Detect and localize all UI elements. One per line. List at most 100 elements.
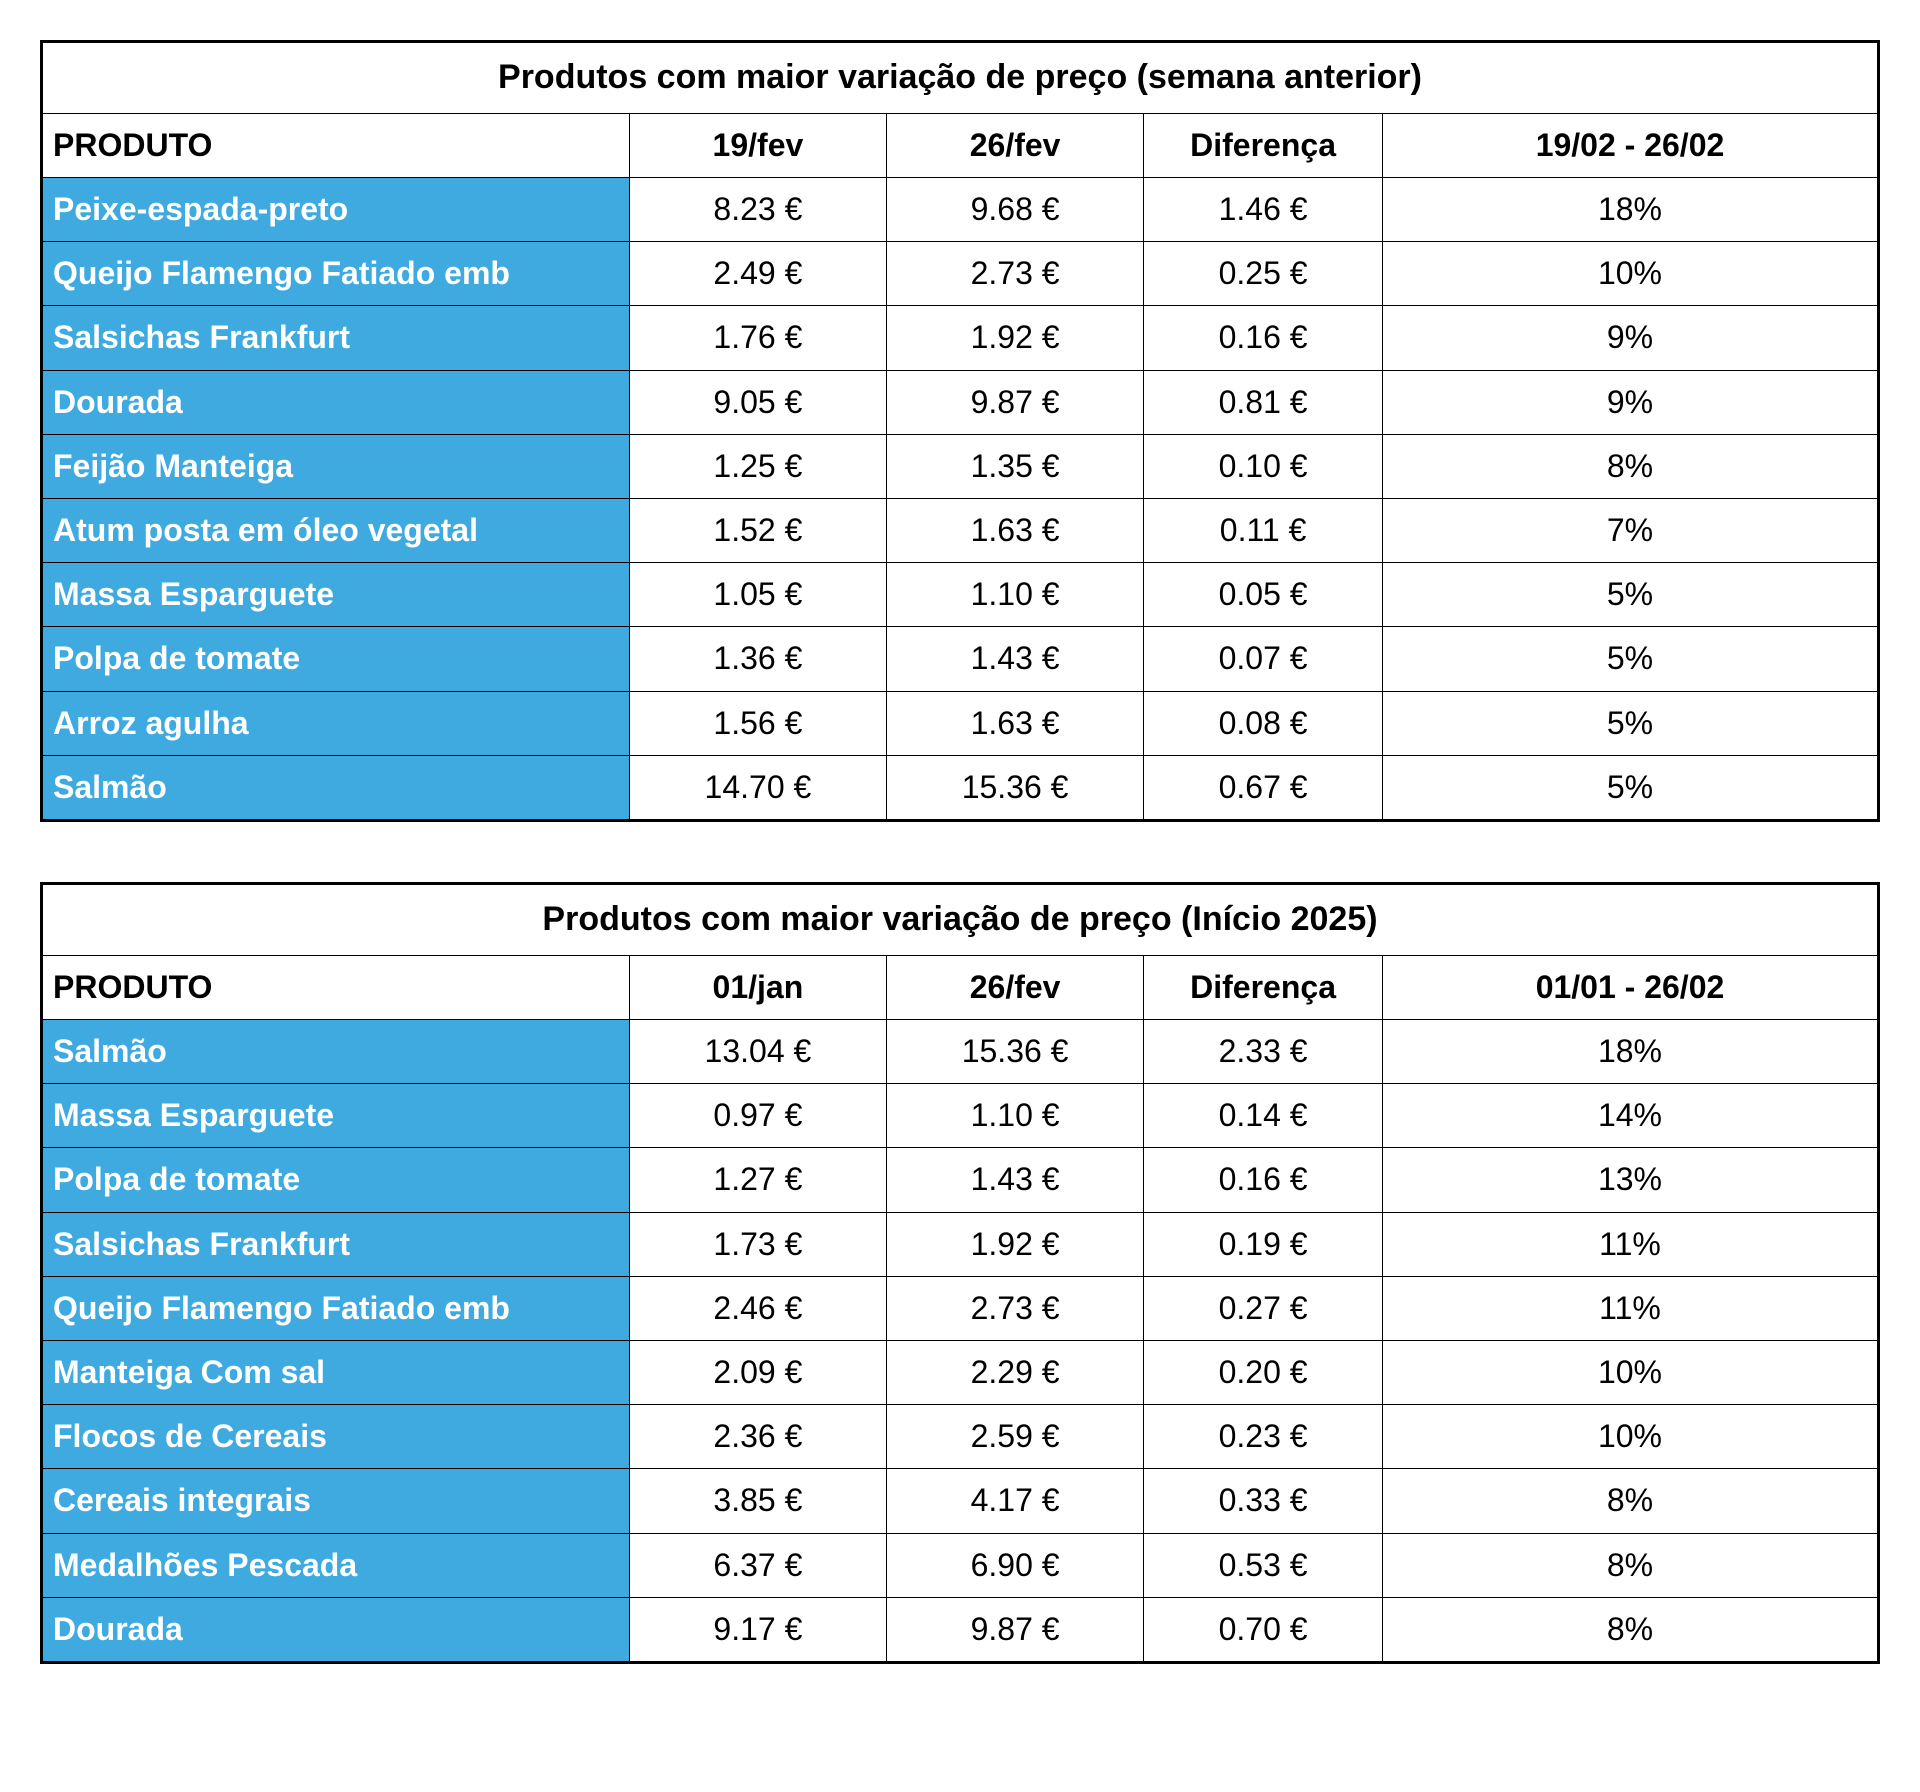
value-cell: 1.56 € — [629, 691, 886, 755]
value-cell: 5% — [1382, 627, 1878, 691]
value-cell: 13% — [1382, 1148, 1878, 1212]
product-name-cell: Flocos de Cereais — [42, 1405, 630, 1469]
value-cell: 0.27 € — [1144, 1276, 1383, 1340]
product-name-cell: Cereais integrais — [42, 1469, 630, 1533]
product-name-cell: Manteiga Com sal — [42, 1340, 630, 1404]
value-cell: 8% — [1382, 1597, 1878, 1662]
product-name-cell: Dourada — [42, 1597, 630, 1662]
value-cell: 10% — [1382, 1405, 1878, 1469]
table-row: Salsichas Frankfurt1.76 €1.92 €0.16 €9% — [42, 306, 1879, 370]
table-row: Massa Esparguete0.97 €1.10 €0.14 €14% — [42, 1084, 1879, 1148]
value-cell: 1.36 € — [629, 627, 886, 691]
value-cell: 1.25 € — [629, 434, 886, 498]
product-name-cell: Salmão — [42, 1020, 630, 1084]
col-header-date2: 26/fev — [887, 113, 1144, 177]
table-row: Massa Esparguete1.05 €1.10 €0.05 €5% — [42, 563, 1879, 627]
value-cell: 9.87 € — [887, 370, 1144, 434]
value-cell: 1.27 € — [629, 1148, 886, 1212]
tables-container: Produtos com maior variação de preço (se… — [40, 40, 1880, 1664]
value-cell: 1.63 € — [887, 691, 1144, 755]
product-name-cell: Atum posta em óleo vegetal — [42, 499, 630, 563]
value-cell: 7% — [1382, 499, 1878, 563]
product-name-cell: Massa Esparguete — [42, 563, 630, 627]
value-cell: 0.97 € — [629, 1084, 886, 1148]
value-cell: 8% — [1382, 434, 1878, 498]
table-row: Dourada9.17 €9.87 €0.70 €8% — [42, 1597, 1879, 1662]
value-cell: 2.33 € — [1144, 1020, 1383, 1084]
table-row: Dourada9.05 €9.87 €0.81 €9% — [42, 370, 1879, 434]
table-body: Salmão13.04 €15.36 €2.33 €18%Massa Espar… — [42, 1020, 1879, 1663]
value-cell: 0.33 € — [1144, 1469, 1383, 1533]
value-cell: 15.36 € — [887, 1020, 1144, 1084]
value-cell: 0.19 € — [1144, 1212, 1383, 1276]
table-row: Peixe-espada-preto8.23 €9.68 €1.46 €18% — [42, 178, 1879, 242]
value-cell: 0.67 € — [1144, 755, 1383, 820]
value-cell: 4.17 € — [887, 1469, 1144, 1533]
product-name-cell: Polpa de tomate — [42, 627, 630, 691]
value-cell: 1.43 € — [887, 1148, 1144, 1212]
product-name-cell: Queijo Flamengo Fatiado emb — [42, 1276, 630, 1340]
value-cell: 2.36 € — [629, 1405, 886, 1469]
value-cell: 0.81 € — [1144, 370, 1383, 434]
table-row: Queijo Flamengo Fatiado emb2.49 €2.73 €0… — [42, 242, 1879, 306]
product-name-cell: Peixe-espada-preto — [42, 178, 630, 242]
value-cell: 11% — [1382, 1276, 1878, 1340]
value-cell: 0.10 € — [1144, 434, 1383, 498]
table-title: Produtos com maior variação de preço (se… — [42, 42, 1879, 114]
value-cell: 6.37 € — [629, 1533, 886, 1597]
value-cell: 18% — [1382, 1020, 1878, 1084]
table-row: Polpa de tomate1.36 €1.43 €0.07 €5% — [42, 627, 1879, 691]
table-row: Salmão14.70 €15.36 €0.67 €5% — [42, 755, 1879, 820]
table-row: Polpa de tomate1.27 €1.43 €0.16 €13% — [42, 1148, 1879, 1212]
value-cell: 1.92 € — [887, 1212, 1144, 1276]
value-cell: 2.73 € — [887, 242, 1144, 306]
value-cell: 5% — [1382, 563, 1878, 627]
value-cell: 1.92 € — [887, 306, 1144, 370]
value-cell: 2.29 € — [887, 1340, 1144, 1404]
col-header-pct: 19/02 - 26/02 — [1382, 113, 1878, 177]
value-cell: 2.49 € — [629, 242, 886, 306]
table-row: Salmão13.04 €15.36 €2.33 €18% — [42, 1020, 1879, 1084]
value-cell: 5% — [1382, 755, 1878, 820]
col-header-diff: Diferença — [1144, 955, 1383, 1019]
col-header-pct: 01/01 - 26/02 — [1382, 955, 1878, 1019]
table-row: Atum posta em óleo vegetal1.52 €1.63 €0.… — [42, 499, 1879, 563]
value-cell: 1.63 € — [887, 499, 1144, 563]
value-cell: 1.46 € — [1144, 178, 1383, 242]
value-cell: 11% — [1382, 1212, 1878, 1276]
table-title: Produtos com maior variação de preço (In… — [42, 883, 1879, 955]
value-cell: 8% — [1382, 1533, 1878, 1597]
value-cell: 9.68 € — [887, 178, 1144, 242]
value-cell: 0.11 € — [1144, 499, 1383, 563]
table-row: Feijão Manteiga1.25 €1.35 €0.10 €8% — [42, 434, 1879, 498]
value-cell: 0.08 € — [1144, 691, 1383, 755]
value-cell: 18% — [1382, 178, 1878, 242]
value-cell: 0.23 € — [1144, 1405, 1383, 1469]
value-cell: 8.23 € — [629, 178, 886, 242]
table-row: Arroz agulha1.56 €1.63 €0.08 €5% — [42, 691, 1879, 755]
value-cell: 13.04 € — [629, 1020, 886, 1084]
value-cell: 1.10 € — [887, 563, 1144, 627]
product-name-cell: Salsichas Frankfurt — [42, 1212, 630, 1276]
product-name-cell: Arroz agulha — [42, 691, 630, 755]
value-cell: 10% — [1382, 242, 1878, 306]
value-cell: 0.16 € — [1144, 1148, 1383, 1212]
table-row: Flocos de Cereais2.36 €2.59 €0.23 €10% — [42, 1405, 1879, 1469]
product-name-cell: Medalhões Pescada — [42, 1533, 630, 1597]
product-name-cell: Queijo Flamengo Fatiado emb — [42, 242, 630, 306]
col-header-date2: 26/fev — [887, 955, 1144, 1019]
value-cell: 2.73 € — [887, 1276, 1144, 1340]
value-cell: 9.05 € — [629, 370, 886, 434]
price-variation-table-year: Produtos com maior variação de preço (In… — [40, 882, 1880, 1664]
value-cell: 0.14 € — [1144, 1084, 1383, 1148]
table-row: Salsichas Frankfurt1.73 €1.92 €0.19 €11% — [42, 1212, 1879, 1276]
value-cell: 9% — [1382, 306, 1878, 370]
table-row: Queijo Flamengo Fatiado emb2.46 €2.73 €0… — [42, 1276, 1879, 1340]
product-name-cell: Feijão Manteiga — [42, 434, 630, 498]
product-name-cell: Polpa de tomate — [42, 1148, 630, 1212]
value-cell: 10% — [1382, 1340, 1878, 1404]
value-cell: 1.10 € — [887, 1084, 1144, 1148]
value-cell: 1.76 € — [629, 306, 886, 370]
table-row: Manteiga Com sal2.09 €2.29 €0.20 €10% — [42, 1340, 1879, 1404]
value-cell: 0.20 € — [1144, 1340, 1383, 1404]
